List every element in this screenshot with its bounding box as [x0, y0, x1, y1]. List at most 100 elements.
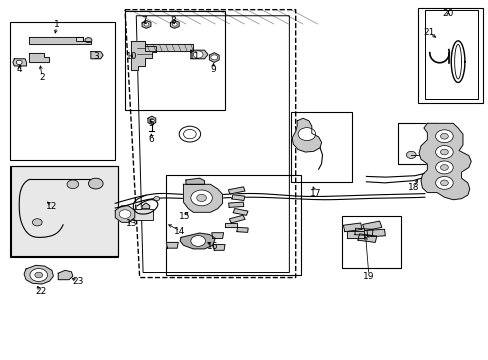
Circle shape: [210, 55, 217, 60]
Text: 7: 7: [142, 16, 147, 25]
Circle shape: [196, 194, 206, 202]
Polygon shape: [131, 41, 156, 69]
Circle shape: [435, 130, 452, 143]
Text: 6: 6: [148, 135, 153, 144]
Polygon shape: [354, 228, 372, 236]
Polygon shape: [76, 37, 82, 41]
Text: 17: 17: [309, 189, 320, 198]
Polygon shape: [233, 208, 247, 215]
Polygon shape: [209, 53, 219, 62]
Polygon shape: [357, 234, 376, 242]
Circle shape: [85, 38, 92, 42]
Text: 11: 11: [189, 52, 200, 61]
Circle shape: [30, 269, 47, 282]
Polygon shape: [211, 233, 223, 238]
Circle shape: [119, 210, 131, 219]
Polygon shape: [29, 53, 49, 62]
Circle shape: [435, 145, 452, 158]
Polygon shape: [228, 187, 244, 194]
Text: 3: 3: [93, 52, 99, 61]
Polygon shape: [148, 116, 156, 125]
Polygon shape: [343, 223, 362, 231]
Polygon shape: [29, 37, 91, 44]
Polygon shape: [13, 59, 26, 66]
Bar: [10, 166, 118, 257]
Circle shape: [440, 180, 447, 186]
Polygon shape: [170, 21, 179, 28]
Circle shape: [154, 197, 159, 201]
Circle shape: [172, 23, 177, 26]
Polygon shape: [362, 221, 381, 231]
Bar: [341, 216, 400, 268]
Circle shape: [435, 161, 452, 174]
Polygon shape: [144, 44, 193, 51]
Text: 10: 10: [125, 52, 137, 61]
Text: 23: 23: [72, 276, 83, 285]
Text: 8: 8: [170, 16, 175, 25]
Bar: [424, 10, 477, 99]
Polygon shape: [292, 118, 321, 152]
Text: 4: 4: [17, 65, 22, 74]
Text: 1: 1: [54, 19, 60, 28]
Text: 15: 15: [179, 212, 190, 221]
Circle shape: [144, 23, 149, 26]
Circle shape: [190, 235, 205, 246]
Circle shape: [440, 134, 447, 139]
Bar: [131, 209, 153, 220]
Text: 14: 14: [174, 228, 185, 237]
Circle shape: [190, 190, 212, 206]
Circle shape: [298, 128, 315, 140]
Circle shape: [440, 149, 447, 155]
Circle shape: [16, 60, 22, 64]
Polygon shape: [366, 229, 385, 237]
Circle shape: [32, 219, 42, 226]
Circle shape: [193, 51, 203, 58]
Polygon shape: [183, 184, 222, 212]
Polygon shape: [185, 178, 204, 184]
Text: 9: 9: [209, 65, 215, 74]
Circle shape: [88, 178, 103, 189]
Polygon shape: [237, 228, 247, 232]
Text: 19: 19: [363, 271, 374, 280]
Circle shape: [179, 126, 200, 142]
Circle shape: [149, 119, 154, 122]
Text: 16: 16: [206, 242, 218, 251]
Circle shape: [183, 130, 196, 139]
Text: 20: 20: [442, 9, 453, 18]
Polygon shape: [228, 202, 243, 207]
Text: 5: 5: [148, 119, 153, 128]
Circle shape: [406, 151, 415, 158]
Circle shape: [435, 176, 452, 189]
Bar: [10, 22, 115, 160]
Polygon shape: [115, 206, 135, 222]
Polygon shape: [190, 50, 207, 59]
Bar: [397, 123, 436, 164]
Text: 22: 22: [35, 287, 46, 296]
Polygon shape: [91, 51, 103, 59]
Polygon shape: [58, 270, 73, 280]
Bar: [166, 175, 300, 275]
Text: 13: 13: [125, 219, 137, 228]
Bar: [125, 12, 224, 110]
Polygon shape: [24, 265, 53, 284]
Text: 21: 21: [422, 28, 434, 37]
Bar: [290, 112, 351, 182]
Text: 12: 12: [46, 202, 58, 211]
Circle shape: [35, 272, 42, 278]
Polygon shape: [224, 223, 237, 227]
Text: 2: 2: [39, 73, 45, 82]
Polygon shape: [231, 195, 244, 201]
Polygon shape: [418, 123, 470, 200]
Polygon shape: [180, 233, 215, 249]
Circle shape: [440, 165, 447, 170]
Polygon shape: [142, 21, 151, 28]
Polygon shape: [346, 231, 364, 238]
Text: 18: 18: [407, 183, 419, 192]
Bar: [11, 166, 118, 256]
Polygon shape: [229, 215, 244, 223]
Polygon shape: [142, 203, 150, 209]
Polygon shape: [166, 242, 178, 248]
Polygon shape: [213, 244, 224, 250]
Circle shape: [67, 180, 79, 189]
Bar: [417, 8, 483, 103]
